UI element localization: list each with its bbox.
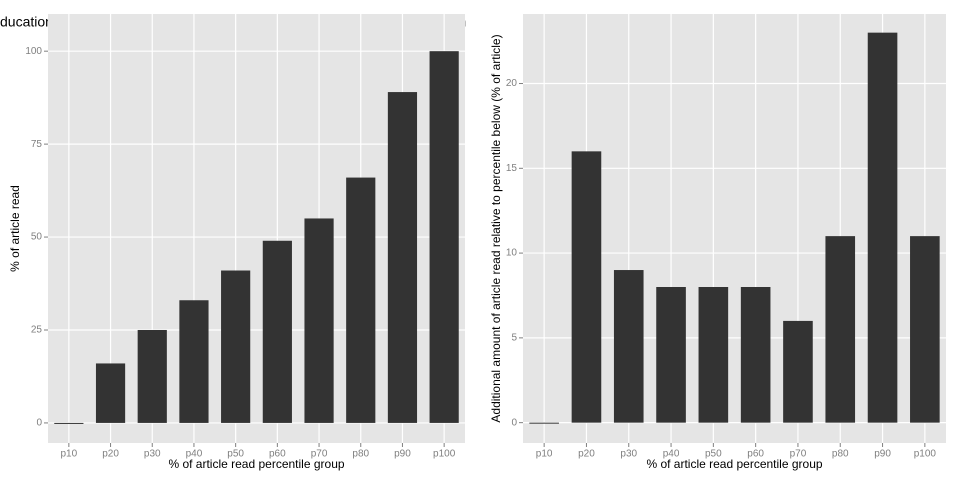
- bar: [613, 270, 644, 423]
- bar: [429, 51, 459, 423]
- bar: [910, 236, 940, 423]
- bar: [867, 32, 898, 423]
- x-axis-title: % of article read percentile group: [168, 457, 344, 471]
- bar: [740, 287, 771, 423]
- y-tick-label: 0: [36, 418, 42, 429]
- bar: [571, 151, 602, 423]
- y-tick-label: 10: [506, 248, 518, 259]
- x-tick-label: p10: [536, 449, 553, 460]
- y-tick-label: 50: [31, 232, 43, 243]
- bar: [54, 422, 84, 424]
- x-tick-label: p40: [663, 449, 680, 460]
- bar: [346, 177, 376, 423]
- bar: [698, 287, 729, 423]
- bar: [137, 329, 167, 423]
- y-tick-label: 100: [25, 46, 42, 57]
- x-axis-title: % of article read percentile group: [646, 457, 822, 471]
- x-tick-label: p100: [433, 449, 456, 460]
- x-tick-label: p80: [352, 449, 369, 460]
- x-tick-label: p20: [578, 449, 595, 460]
- bar: [529, 422, 559, 424]
- y-axis-title: % of article read: [8, 185, 22, 272]
- bar: [179, 300, 209, 423]
- x-tick-label: p60: [747, 449, 764, 460]
- x-tick-label: p10: [61, 449, 78, 460]
- x-tick-label: p90: [874, 449, 891, 460]
- x-tick-label: p60: [269, 449, 286, 460]
- y-tick-label: 15: [506, 163, 518, 174]
- x-tick-label: p80: [832, 449, 849, 460]
- x-tick-label: p40: [186, 449, 203, 460]
- x-tick-label: p70: [790, 449, 807, 460]
- x-tick-label: p100: [914, 449, 937, 460]
- bar: [656, 287, 686, 423]
- y-tick-label: 25: [31, 325, 43, 336]
- bar: [825, 236, 856, 423]
- y-tick-label: 5: [511, 333, 517, 344]
- bar: [95, 363, 126, 423]
- bar: [221, 270, 251, 423]
- x-tick-label: p30: [144, 449, 161, 460]
- x-tick-label: p30: [620, 449, 637, 460]
- x-tick-label: p70: [311, 449, 328, 460]
- x-tick-label: p50: [705, 449, 722, 460]
- y-tick-label: 20: [506, 78, 518, 89]
- y-axis-title: Additional amount of article read relati…: [489, 34, 503, 422]
- bar: [783, 320, 813, 423]
- x-tick-label: p50: [227, 449, 244, 460]
- bar: [304, 218, 334, 423]
- bar: [387, 92, 418, 423]
- y-tick-label: 75: [31, 139, 43, 150]
- bar: [262, 240, 292, 423]
- x-tick-label: p90: [394, 449, 411, 460]
- x-tick-label: p20: [102, 449, 119, 460]
- y-tick-label: 0: [511, 417, 517, 428]
